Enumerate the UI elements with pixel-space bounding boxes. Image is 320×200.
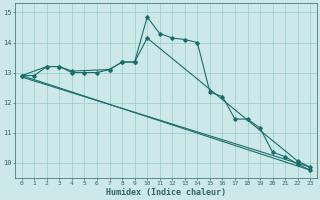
X-axis label: Humidex (Indice chaleur): Humidex (Indice chaleur) xyxy=(106,188,226,197)
